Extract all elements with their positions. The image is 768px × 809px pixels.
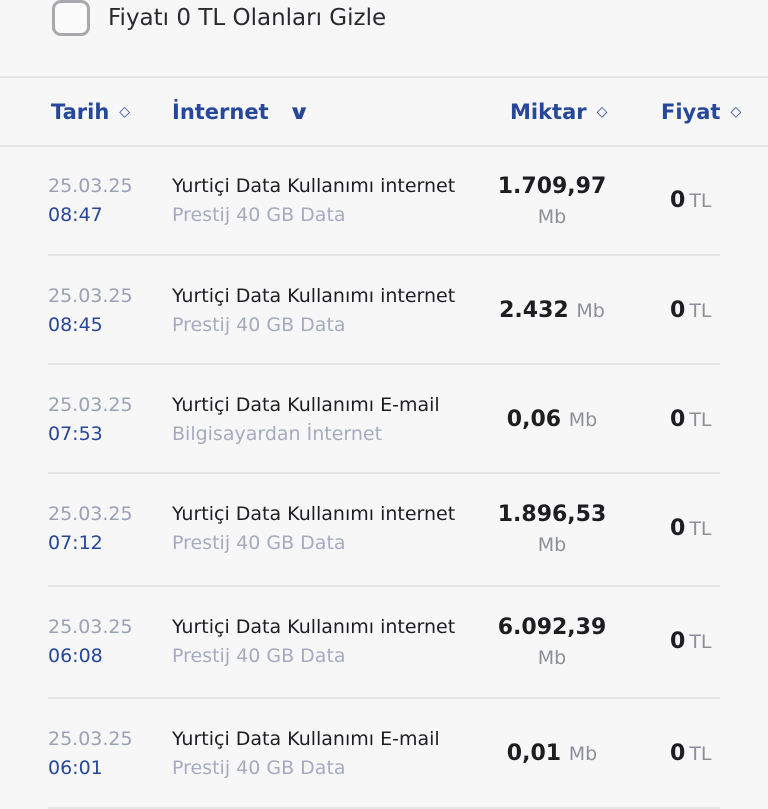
price-unit: TL (689, 300, 712, 322)
row-date: 25.03.25 (48, 728, 133, 750)
row-amount: 0,01 Mb (488, 739, 616, 769)
sort-icon: ◇ (730, 104, 742, 120)
table-row[interactable]: 25.03.25 08:45 Yurtiçi Data Kullanımı in… (48, 256, 720, 365)
row-amount: 1.896,53 Mb (488, 500, 616, 560)
row-date: 25.03.25 (48, 285, 133, 307)
amount-unit: Mb (537, 206, 567, 228)
row-price: 0 TL (670, 629, 712, 654)
amount-unit: Mb (568, 743, 598, 765)
row-time: 06:01 (48, 757, 103, 779)
row-title: Yurtiçi Data Kullanımı E-mail (172, 394, 440, 416)
row-subtitle: Prestij 40 GB Data (172, 314, 346, 336)
price-value: 0 (670, 741, 686, 766)
table-row[interactable]: 25.03.25 06:08 Yurtiçi Data Kullanımı in… (48, 587, 720, 699)
sort-date-header[interactable]: Tarih ◇ (51, 100, 130, 124)
date-header-label: Tarih (51, 100, 110, 124)
sort-amount-header[interactable]: Miktar ◇ (510, 100, 607, 124)
row-time: 08:47 (48, 204, 103, 226)
table-row[interactable]: 25.03.25 06:01 Yurtiçi Data Kullanımı E-… (48, 699, 720, 809)
row-price: 0 TL (670, 188, 712, 213)
row-subtitle: Prestij 40 GB Data (172, 757, 346, 779)
table-row[interactable]: 25.03.25 08:47 Yurtiçi Data Kullanımı in… (48, 146, 720, 256)
row-time: 08:45 (48, 314, 103, 336)
price-value: 0 (670, 516, 686, 541)
hide-zero-price-filter[interactable]: Fiyatı 0 TL Olanları Gizle (52, 0, 386, 36)
amount-value: 1.896,53 (497, 502, 607, 527)
row-date: 25.03.25 (48, 616, 133, 638)
hide-zero-price-checkbox[interactable] (52, 0, 90, 36)
row-time: 07:53 (48, 423, 103, 445)
table-header: Tarih ◇ İnternet ∨ Miktar ◇ Fiyat ◇ (0, 76, 768, 147)
price-unit: TL (689, 190, 712, 212)
row-title: Yurtiçi Data Kullanımı internet (172, 616, 456, 638)
row-date: 25.03.25 (48, 175, 133, 197)
row-amount: 2.432 Mb (488, 296, 616, 326)
amount-value: 0,06 (506, 407, 562, 432)
amount-unit: Mb (537, 534, 567, 556)
row-price: 0 TL (670, 298, 712, 323)
row-subtitle: Bilgisayardan İnternet (172, 423, 383, 445)
price-unit: TL (689, 631, 712, 653)
sort-price-header[interactable]: Fiyat ◇ (661, 100, 741, 124)
amount-value: 0,01 (506, 741, 562, 766)
price-unit: TL (689, 743, 712, 765)
type-filter-header[interactable]: İnternet ∨ (172, 100, 311, 124)
sort-icon: ◇ (596, 104, 608, 120)
price-unit: TL (689, 518, 712, 540)
price-value: 0 (670, 407, 686, 432)
amount-value: 2.432 (499, 298, 569, 323)
row-subtitle: Prestij 40 GB Data (172, 532, 346, 554)
price-value: 0 (670, 188, 686, 213)
table-row[interactable]: 25.03.25 07:53 Yurtiçi Data Kullanımı E-… (48, 365, 720, 474)
amount-value: 6.092,39 (497, 615, 607, 640)
type-header-label: İnternet (172, 100, 269, 124)
table-row[interactable]: 25.03.25 07:12 Yurtiçi Data Kullanımı in… (48, 474, 720, 587)
row-price: 0 TL (670, 741, 712, 766)
chevron-down-icon: ∨ (287, 100, 311, 124)
amount-value: 1.709,97 (497, 174, 607, 199)
price-header-label: Fiyat (661, 100, 721, 124)
row-subtitle: Prestij 40 GB Data (172, 645, 346, 667)
row-subtitle: Prestij 40 GB Data (172, 204, 346, 226)
row-amount: 1.709,97 Mb (488, 172, 616, 232)
row-title: Yurtiçi Data Kullanımı internet (172, 285, 456, 307)
row-title: Yurtiçi Data Kullanımı E-mail (172, 728, 440, 750)
sort-icon: ◇ (119, 104, 131, 120)
price-value: 0 (670, 298, 686, 323)
amount-unit: Mb (576, 300, 605, 322)
amount-header-label: Miktar (510, 100, 587, 124)
row-price: 0 TL (670, 407, 712, 432)
filter-label: Fiyatı 0 TL Olanları Gizle (108, 5, 387, 31)
row-title: Yurtiçi Data Kullanımı internet (172, 503, 456, 525)
row-amount: 6.092,39 Mb (488, 613, 616, 673)
row-price: 0 TL (670, 516, 712, 541)
row-date: 25.03.25 (48, 394, 133, 416)
amount-unit: Mb (537, 647, 567, 669)
price-value: 0 (670, 629, 686, 654)
row-time: 07:12 (48, 532, 103, 554)
price-unit: TL (689, 409, 712, 431)
row-amount: 0,06 Mb (488, 405, 616, 435)
row-date: 25.03.25 (48, 503, 133, 525)
amount-unit: Mb (568, 409, 598, 431)
row-title: Yurtiçi Data Kullanımı internet (172, 175, 456, 197)
row-time: 06:08 (48, 645, 103, 667)
